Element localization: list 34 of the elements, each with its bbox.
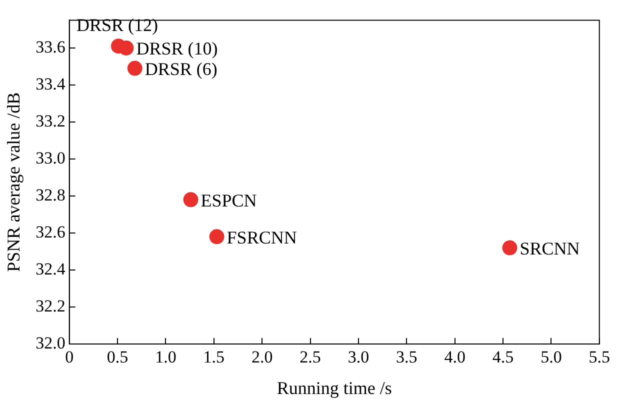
- x-tick-label: 4.5: [492, 348, 514, 367]
- x-tick-label: 2.0: [251, 348, 273, 367]
- y-tick-label: 33.2: [36, 111, 66, 130]
- point: [209, 229, 224, 244]
- point: [183, 192, 198, 208]
- y-tick-label: 32.6: [36, 222, 66, 242]
- x-tick-label: 1.0: [155, 348, 176, 367]
- annotation: DRSR (12): [76, 14, 158, 35]
- y-axis-title: PSNR average value /dB: [4, 92, 24, 272]
- x-tick-label: 5.0: [540, 348, 562, 367]
- x-tick-label: 5.5: [588, 348, 610, 367]
- x-tick-label: 0.5: [106, 348, 128, 367]
- annotation: FSRCNN: [226, 227, 297, 248]
- point: [127, 60, 142, 76]
- y-tick-label: 33.4: [36, 74, 66, 94]
- x-tick-label: 2.5: [300, 348, 321, 367]
- annotation: DRSR (6): [144, 59, 218, 80]
- y-tick-label: 32.8: [36, 185, 66, 204]
- y-tick-label: 33.0: [36, 148, 66, 168]
- x-tick-label: 0: [65, 348, 74, 367]
- y-tick-label: 32.2: [36, 296, 66, 316]
- annotation: SRCNN: [520, 238, 580, 259]
- annotation: ESPCN: [200, 190, 257, 210]
- x-tick-label: 3.5: [396, 348, 418, 367]
- y-tick-label: 33.6: [36, 37, 66, 56]
- x-tick-label: 1.5: [203, 348, 225, 367]
- y-tick-label: 32.4: [36, 259, 66, 278]
- x-tick-label: 4.0: [444, 348, 466, 367]
- x-axis-title: Running time /s: [276, 378, 392, 398]
- annotation: DRSR (10): [136, 38, 218, 59]
- x-tick-label: 3.0: [348, 348, 370, 367]
- point: [502, 240, 518, 256]
- point: [118, 40, 134, 56]
- y-tick-label: 32.0: [36, 333, 66, 352]
